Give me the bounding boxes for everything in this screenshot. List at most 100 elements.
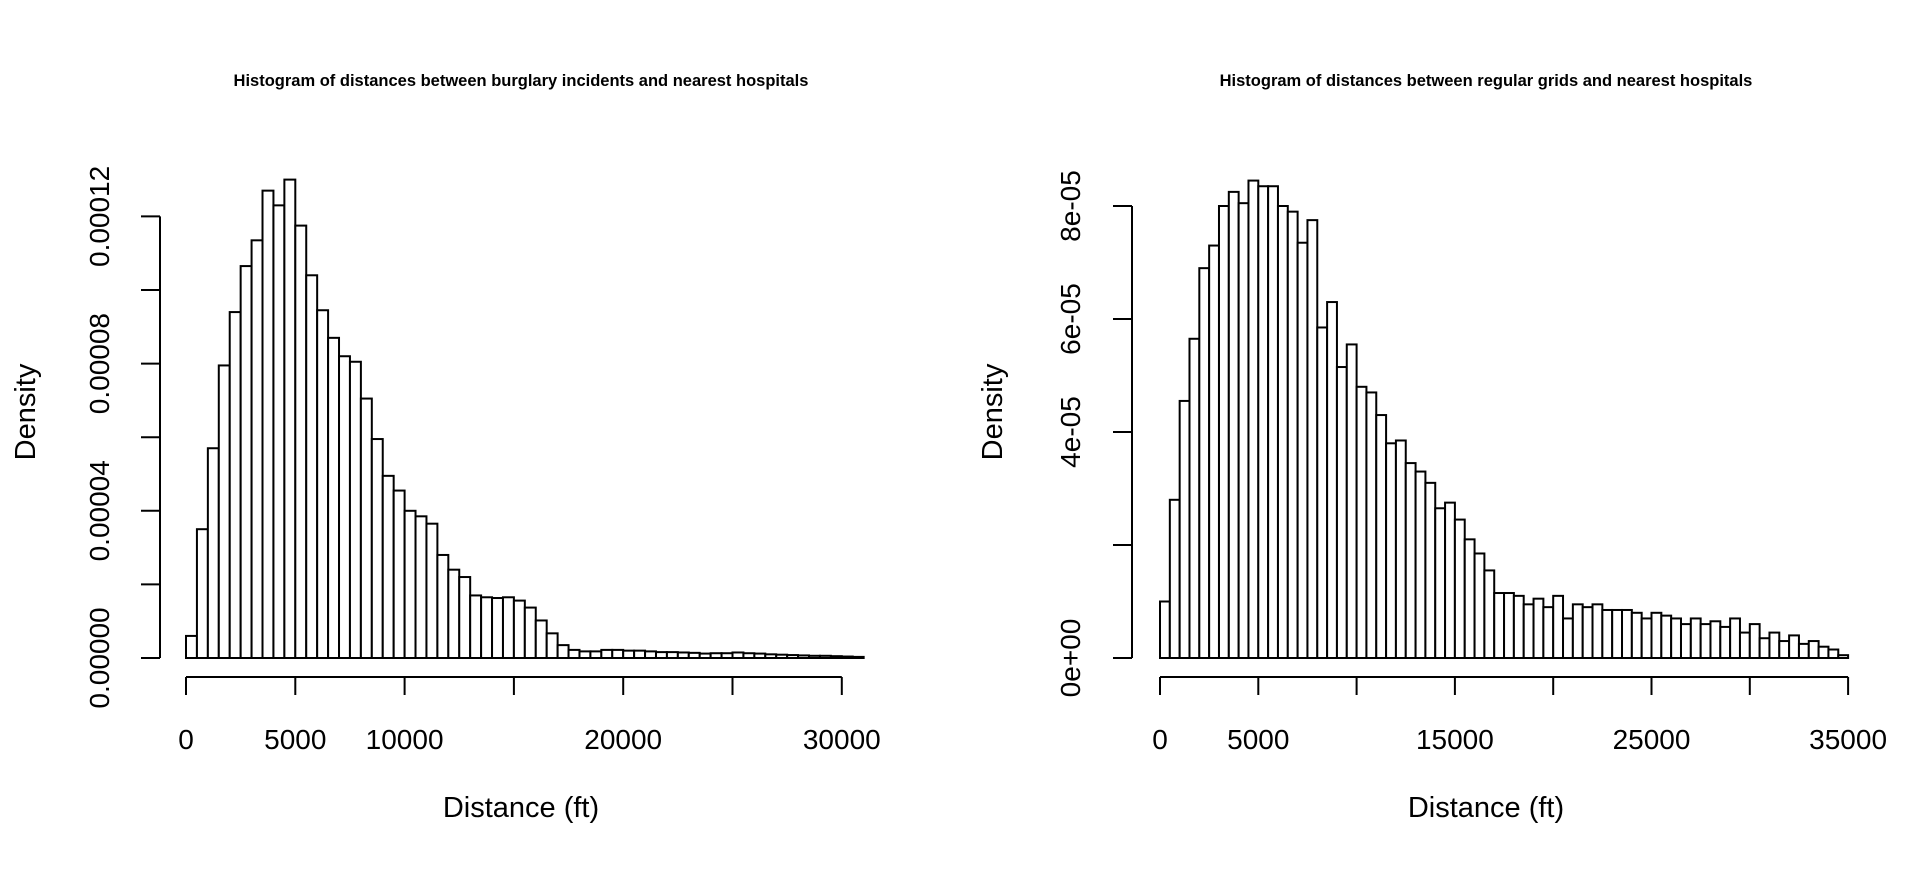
chart-title: Histogram of distances between regular g…: [1220, 72, 1753, 90]
histogram-bar: [425, 522, 439, 659]
histogram-bar: [1375, 414, 1388, 659]
histogram-bar: [381, 474, 395, 659]
histogram-bar: [709, 652, 723, 659]
histogram-bar: [469, 594, 483, 660]
histogram-bar: [1276, 205, 1289, 659]
histogram-bar: [1365, 391, 1378, 659]
histogram-bar: [1483, 569, 1496, 659]
histogram-bar: [185, 634, 198, 659]
histogram-bar: [545, 632, 559, 660]
histogram-bar: [1581, 606, 1594, 660]
histogram-bar: [534, 619, 548, 660]
chart-title: Histogram of distances between burglary …: [234, 72, 809, 90]
histogram-bar: [294, 224, 308, 659]
histogram-bar: [261, 189, 275, 659]
histogram-bar: [1758, 637, 1771, 659]
histogram-bar: [1217, 205, 1230, 659]
grid-histogram-panel: Histogram of distances between regular g…: [977, 72, 1887, 824]
histogram-bar: [1729, 617, 1741, 660]
histogram-bar: [1159, 600, 1171, 659]
histogram-bars: [185, 178, 865, 660]
histogram-bar: [1286, 210, 1299, 659]
histogram-bar: [1257, 185, 1270, 659]
x-tick-label: 5000: [264, 724, 326, 755]
histogram-bar: [720, 652, 734, 659]
histogram-bar: [1512, 594, 1525, 659]
histogram-bars: [1159, 179, 1850, 660]
histogram-bar: [403, 509, 417, 659]
histogram-bar: [228, 311, 242, 659]
histogram-bar: [676, 651, 690, 659]
histogram-bar: [1208, 244, 1220, 660]
histogram-bar: [1571, 603, 1584, 660]
histogram-bar: [392, 489, 406, 659]
histogram-bar: [851, 655, 865, 660]
histogram-bar: [447, 568, 461, 659]
histogram-bar: [1532, 597, 1545, 659]
histogram-bar: [775, 653, 789, 660]
histogram-bar: [1748, 623, 1761, 659]
histogram-bar: [1267, 185, 1279, 659]
histogram-bar: [622, 649, 636, 660]
histogram-bar: [818, 654, 832, 659]
histogram-bar: [1522, 603, 1535, 660]
histogram-bar: [654, 651, 668, 659]
histogram-bar: [840, 655, 854, 660]
y-tick-label: 0e+00: [1055, 619, 1086, 698]
histogram-bar: [1424, 481, 1437, 659]
histogram-bar: [1355, 385, 1368, 659]
histogram-bar: [491, 597, 504, 660]
histogram-bar: [338, 355, 351, 659]
y-tick-label: 0.00012: [84, 166, 115, 267]
histogram-bar: [217, 364, 231, 659]
histogram-bar: [250, 239, 264, 659]
histogram-bar: [1660, 614, 1673, 660]
histogram-bar: [829, 655, 843, 659]
histogram-bar: [523, 606, 537, 660]
histogram-bar: [1198, 267, 1211, 659]
x-axis: 0 5000 10000 20000 30000: [178, 676, 881, 755]
histogram-bar: [1552, 594, 1565, 659]
histogram-bar: [272, 204, 286, 660]
histogram-bar: [195, 528, 209, 660]
histogram-bar: [501, 596, 515, 660]
histogram-bar: [611, 648, 625, 660]
histogram-bar: [1434, 507, 1447, 659]
histogram-bar: [687, 651, 701, 659]
histogram-bar: [1689, 617, 1702, 660]
histogram-bar: [753, 652, 767, 660]
histogram-bar: [1621, 608, 1633, 659]
x-tick-label: 0: [178, 724, 194, 755]
histogram-bar: [283, 178, 297, 659]
histogram-bar: [1345, 343, 1358, 659]
histogram-bar: [1591, 603, 1604, 660]
x-tick-label: 0: [1152, 724, 1168, 755]
histogram-bar: [1335, 366, 1348, 659]
histogram-bar: [1679, 623, 1692, 659]
histogram-bar: [1670, 617, 1682, 660]
histogram-bar: [1650, 611, 1663, 659]
histogram-bar: [1738, 631, 1751, 660]
histogram-bar: [1562, 617, 1574, 660]
histogram-bar: [808, 654, 821, 659]
y-tick-label: 4e-05: [1055, 396, 1086, 468]
histogram-bar: [1719, 625, 1732, 659]
x-tick-label: 35000: [1809, 724, 1887, 755]
histogram-bar: [1807, 640, 1820, 659]
histogram-bar: [1611, 608, 1624, 659]
x-tick-label: 10000: [366, 724, 444, 755]
histogram-bar: [589, 650, 603, 660]
histogram-bar: [1463, 538, 1476, 659]
histogram-bar: [370, 438, 384, 660]
histogram-bar: [1404, 462, 1417, 659]
histogram-bar: [1453, 518, 1466, 660]
y-tick-label: 0.00008: [84, 313, 115, 414]
histogram-bar: [305, 274, 319, 659]
x-axis-label: Distance (ft): [443, 792, 599, 824]
y-tick-label: 6e-05: [1055, 283, 1086, 355]
y-axis: 0.00000 0.00004 0.00008 0.00012: [84, 166, 161, 709]
histogram-bar: [1326, 301, 1338, 659]
histogram-bar: [698, 652, 712, 660]
